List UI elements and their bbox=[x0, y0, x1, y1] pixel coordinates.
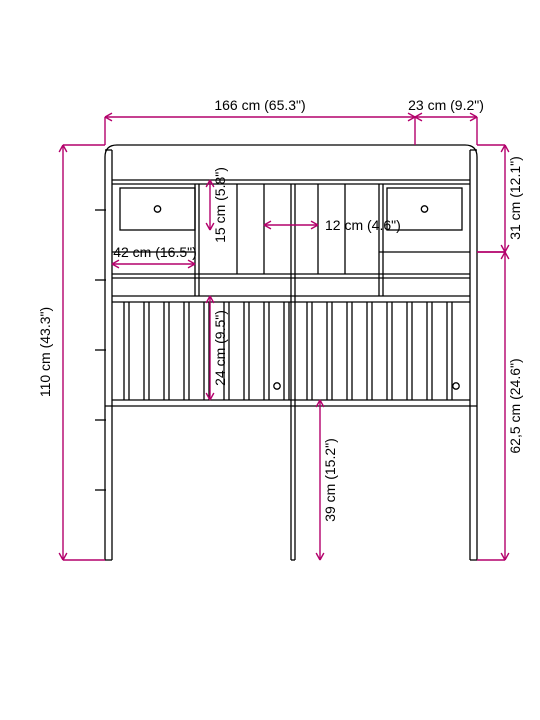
svg-text:166 cm (65.3"): 166 cm (65.3") bbox=[214, 97, 305, 113]
svg-text:62,5 cm (24.6"): 62,5 cm (24.6") bbox=[507, 358, 523, 453]
svg-text:31 cm (12.1"): 31 cm (12.1") bbox=[507, 156, 523, 240]
svg-text:39 cm (15.2"): 39 cm (15.2") bbox=[322, 438, 338, 522]
svg-text:42 cm (16.5"): 42 cm (16.5") bbox=[113, 244, 197, 260]
svg-text:23 cm (9.2"): 23 cm (9.2") bbox=[408, 97, 484, 113]
svg-text:15 cm (5.8"): 15 cm (5.8") bbox=[212, 167, 228, 243]
svg-text:12 cm (4.6"): 12 cm (4.6") bbox=[325, 217, 401, 233]
svg-text:110 cm (43.3"): 110 cm (43.3") bbox=[37, 307, 53, 397]
furniture-outline bbox=[95, 145, 477, 560]
dimensioned-furniture-diagram: 166 cm (65.3") 23 cm (9.2") 110 cm (43.3")… bbox=[0, 0, 540, 720]
svg-text:24 cm (9.5"): 24 cm (9.5") bbox=[212, 310, 228, 386]
